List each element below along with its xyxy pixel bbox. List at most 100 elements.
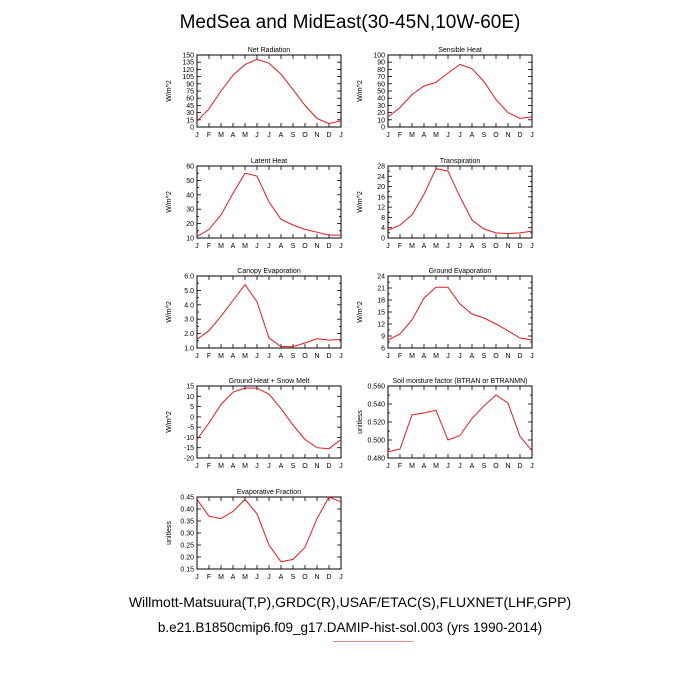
- x-tick-label: F: [398, 132, 402, 139]
- y-tick-label: 5.0: [184, 288, 194, 295]
- x-tick-label: N: [314, 353, 319, 360]
- y-tick-label: 60: [186, 164, 194, 171]
- y-tick-label: 24: [377, 174, 385, 181]
- y-axis-label: W/m^2: [357, 80, 364, 102]
- y-tick-label: 0.35: [180, 519, 194, 526]
- y-tick-label: 20: [377, 110, 385, 117]
- x-tick-label: F: [207, 132, 211, 139]
- x-tick-label: J: [530, 463, 534, 470]
- x-tick-label: D: [517, 243, 522, 250]
- x-tick-label: F: [398, 353, 402, 360]
- x-tick-label: M: [409, 353, 415, 360]
- y-tick-label: 6: [381, 346, 385, 353]
- x-tick-label: A: [422, 132, 427, 139]
- x-tick-label: J: [386, 463, 390, 470]
- y-tick-label: 9: [381, 334, 385, 341]
- x-tick-label: J: [386, 132, 390, 139]
- x-tick-label: S: [291, 463, 296, 470]
- x-tick-label: D: [517, 463, 522, 470]
- plot-frame: [196, 385, 342, 459]
- x-tick-label: J: [267, 574, 271, 581]
- y-tick-label: 0: [381, 125, 385, 132]
- x-tick-label: J: [458, 243, 462, 250]
- chart-title: Ground Evaporation: [429, 268, 492, 275]
- x-tick-label: O: [302, 463, 308, 470]
- x-tick-label: S: [482, 353, 487, 360]
- x-tick-label: O: [493, 463, 499, 470]
- y-tick-label: 40: [186, 192, 194, 199]
- y-tick-label: 15: [186, 117, 194, 124]
- x-tick-label: O: [493, 243, 499, 250]
- x-tick-label: J: [255, 574, 259, 581]
- x-tick-label: M: [242, 243, 248, 250]
- x-tick-label: J: [255, 353, 259, 360]
- x-tick-label: A: [470, 132, 475, 139]
- x-tick-label: M: [242, 353, 248, 360]
- x-tick-label: O: [302, 574, 308, 581]
- x-tick-label: J: [267, 243, 271, 250]
- x-tick-label: S: [482, 132, 487, 139]
- x-tick-label: J: [195, 132, 199, 139]
- x-tick-label: M: [433, 243, 439, 250]
- y-tick-label: 0: [190, 414, 194, 421]
- y-tick-label: 70: [377, 74, 385, 81]
- y-tick-label: -5: [188, 425, 194, 432]
- chart-evaporative-fraction: Evaporative Fraction unitless 0.15 0.20 0.25…: [166, 489, 343, 581]
- y-tick-label: 10: [186, 236, 194, 243]
- y-tick-label: 6.0: [184, 274, 194, 281]
- series-line: [196, 58, 342, 125]
- x-tick-label: M: [218, 243, 224, 250]
- y-tick-label: 21: [377, 286, 385, 293]
- chart-title: Ground Heat + Snow Melt: [229, 378, 310, 385]
- series-line: [196, 283, 342, 348]
- x-tick-label: F: [398, 463, 402, 470]
- y-tick-label: 8: [381, 215, 385, 222]
- y-tick-label: 20: [186, 221, 194, 228]
- x-tick-label: J: [339, 463, 343, 470]
- y-tick-label: 90: [377, 60, 385, 67]
- y-axis-label: W/m^2: [357, 301, 364, 323]
- y-tick-label: 0: [381, 236, 385, 243]
- x-tick-label: D: [517, 132, 522, 139]
- x-tick-label: M: [242, 574, 248, 581]
- x-tick-label: N: [505, 132, 510, 139]
- x-tick-label: D: [517, 353, 522, 360]
- y-tick-label: 15: [377, 310, 385, 317]
- x-tick-label: J: [530, 353, 534, 360]
- x-tick-label: D: [326, 243, 331, 250]
- y-tick-label: 10: [186, 394, 194, 401]
- x-tick-label: S: [482, 243, 487, 250]
- x-tick-label: J: [195, 463, 199, 470]
- y-tick-label: -20: [184, 456, 194, 463]
- x-tick-label: N: [505, 243, 510, 250]
- x-tick-label: M: [218, 132, 224, 139]
- y-tick-label: 0.15: [180, 567, 194, 574]
- y-tick-label: 30: [186, 110, 194, 117]
- page-title: MedSea and MidEast(30-45N,10W-60E): [179, 12, 521, 33]
- x-tick-label: M: [409, 463, 415, 470]
- x-tick-label: J: [195, 574, 199, 581]
- x-tick-label: J: [339, 353, 343, 360]
- x-tick-label: A: [470, 243, 475, 250]
- x-tick-label: J: [530, 243, 534, 250]
- y-axis-label: W/m^2: [166, 301, 173, 323]
- y-axis-label: unitless: [166, 521, 173, 545]
- x-tick-label: M: [218, 574, 224, 581]
- y-tick-label: 105: [182, 74, 194, 81]
- y-tick-label: 16: [377, 194, 385, 201]
- x-tick-label: D: [326, 574, 331, 581]
- plot-frame: [196, 54, 342, 128]
- chart-soil-moisture-factor-btran-or-btranmn: Soil moisture factor (BTRAN or BTRANMN) u…: [357, 378, 534, 470]
- chart-net-radiation: Net Radiation W/m^2 0153045607590105120135…: [166, 47, 343, 139]
- x-tick-label: A: [470, 353, 475, 360]
- x-tick-label: A: [422, 353, 427, 360]
- y-tick-label: -15: [184, 445, 194, 452]
- x-tick-label: A: [231, 353, 236, 360]
- chart-canopy-evaporation: Canopy Evaporation W/m^2 1.0 2.0 3.0 4.0 5.0 6.…: [166, 268, 343, 360]
- y-tick-label: 0.480: [367, 456, 385, 463]
- chart-ground-heat-snow-melt: Ground Heat + Snow Melt W/m^2 -20 -15 -10 -5 0…: [166, 378, 343, 470]
- y-tick-label: 0.500: [367, 438, 385, 445]
- x-tick-label: J: [458, 463, 462, 470]
